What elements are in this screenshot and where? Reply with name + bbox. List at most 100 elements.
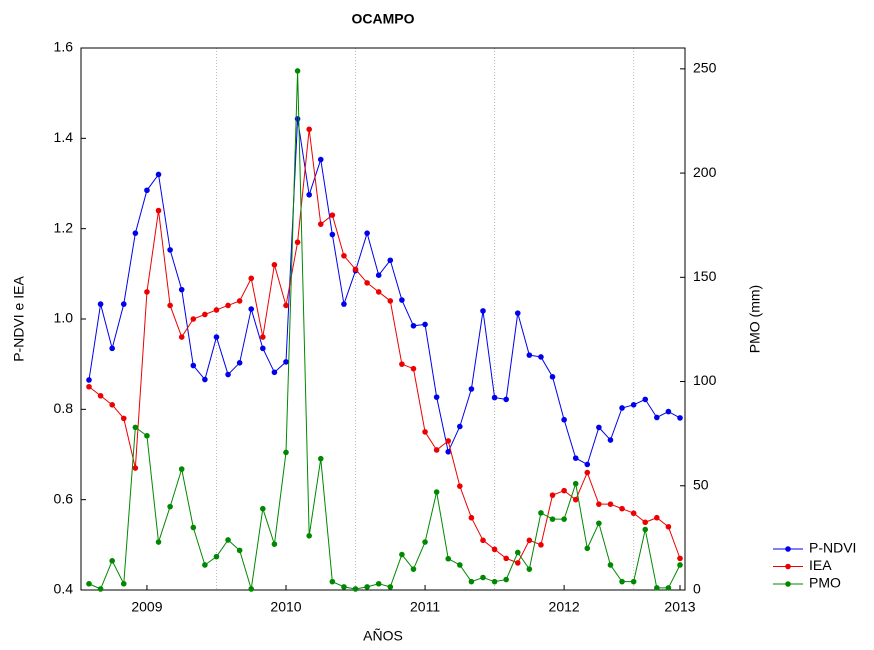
chart-title: OCAMPO — [352, 11, 415, 27]
data-point — [433, 447, 440, 453]
data-point — [572, 455, 579, 461]
data-point — [619, 405, 625, 411]
data-point — [445, 448, 452, 455]
y2-tick-label: 50 — [693, 476, 709, 492]
data-point — [457, 483, 463, 489]
data-point — [677, 562, 683, 568]
data-point — [561, 416, 567, 423]
legend-label: P-NDVI — [809, 540, 856, 556]
data-point — [607, 437, 614, 443]
series-line — [88, 129, 681, 564]
data-point — [596, 424, 602, 431]
data-point — [630, 578, 637, 585]
y-axis-label: P-NDVI e IEA — [11, 276, 27, 362]
data-point — [86, 377, 92, 383]
data-point — [190, 316, 197, 322]
data-point — [445, 555, 452, 562]
data-point — [584, 461, 591, 468]
data-point — [190, 362, 197, 369]
data-point — [109, 345, 115, 352]
data-point — [561, 487, 567, 494]
data-point — [561, 516, 567, 522]
data-point — [375, 289, 382, 295]
data-point — [213, 334, 220, 340]
data-point — [630, 402, 637, 408]
x-tick-label: 2011 — [410, 599, 440, 615]
data-point — [549, 374, 556, 380]
data-point — [503, 555, 509, 562]
data-point — [514, 549, 521, 556]
data-point — [572, 496, 579, 503]
data-point — [480, 537, 486, 544]
data-point — [364, 584, 370, 590]
y-tick-label: 0.6 — [54, 490, 74, 506]
data-point — [236, 298, 243, 304]
data-point — [178, 286, 185, 293]
y-tick-label: 1.0 — [54, 310, 74, 326]
data-point — [120, 580, 127, 587]
y-tick-label: 1.4 — [54, 129, 74, 145]
data-point — [468, 514, 475, 521]
data-point — [642, 519, 649, 526]
data-point — [352, 266, 359, 273]
data-point — [433, 394, 440, 400]
data-point — [283, 449, 289, 456]
x-tick-label: 2012 — [549, 599, 580, 615]
data-point — [619, 505, 625, 512]
data-point — [410, 566, 417, 572]
data-point — [514, 310, 521, 316]
data-point — [654, 585, 660, 591]
series-line — [88, 118, 681, 466]
data-point — [155, 539, 162, 545]
data-point — [375, 272, 382, 278]
data-point — [677, 415, 683, 421]
data-point — [260, 505, 266, 512]
data-point — [120, 415, 127, 422]
data-point — [526, 352, 533, 358]
data-point — [120, 301, 127, 307]
data-point — [178, 334, 185, 340]
data-point — [132, 230, 139, 236]
data-point — [422, 429, 428, 435]
x-tick-label: 2010 — [270, 599, 301, 615]
data-point — [283, 302, 289, 309]
data-point — [526, 537, 533, 544]
data-point — [225, 302, 231, 309]
data-point — [260, 345, 266, 352]
data-point — [480, 308, 486, 314]
data-point — [387, 584, 394, 590]
data-point — [630, 510, 637, 517]
data-point — [132, 424, 139, 431]
y-tick-label: 0.8 — [54, 400, 74, 416]
data-point — [457, 562, 463, 568]
data-point — [399, 551, 405, 558]
data-point — [654, 514, 660, 521]
data-point — [167, 247, 173, 253]
data-point — [317, 221, 324, 227]
data-point — [433, 489, 440, 495]
data-point — [457, 423, 463, 430]
data-point — [178, 466, 185, 472]
y2-tick-label: 200 — [693, 164, 717, 180]
data-point — [538, 542, 544, 548]
data-point — [549, 516, 556, 522]
data-point — [306, 126, 312, 133]
data-point — [677, 555, 683, 562]
data-point — [619, 578, 625, 585]
data-point — [584, 545, 591, 552]
y2-tick-label: 250 — [693, 60, 717, 76]
data-point — [491, 578, 498, 585]
series-line — [88, 70, 681, 590]
data-point — [341, 301, 347, 307]
data-point — [317, 156, 324, 163]
y-tick-label: 1.6 — [54, 39, 74, 55]
data-point — [526, 566, 533, 572]
data-point — [352, 586, 359, 592]
data-point — [364, 230, 370, 236]
data-point — [213, 553, 220, 560]
data-point — [248, 586, 255, 592]
data-point — [248, 275, 255, 282]
data-point — [665, 523, 672, 530]
data-point — [491, 394, 498, 401]
